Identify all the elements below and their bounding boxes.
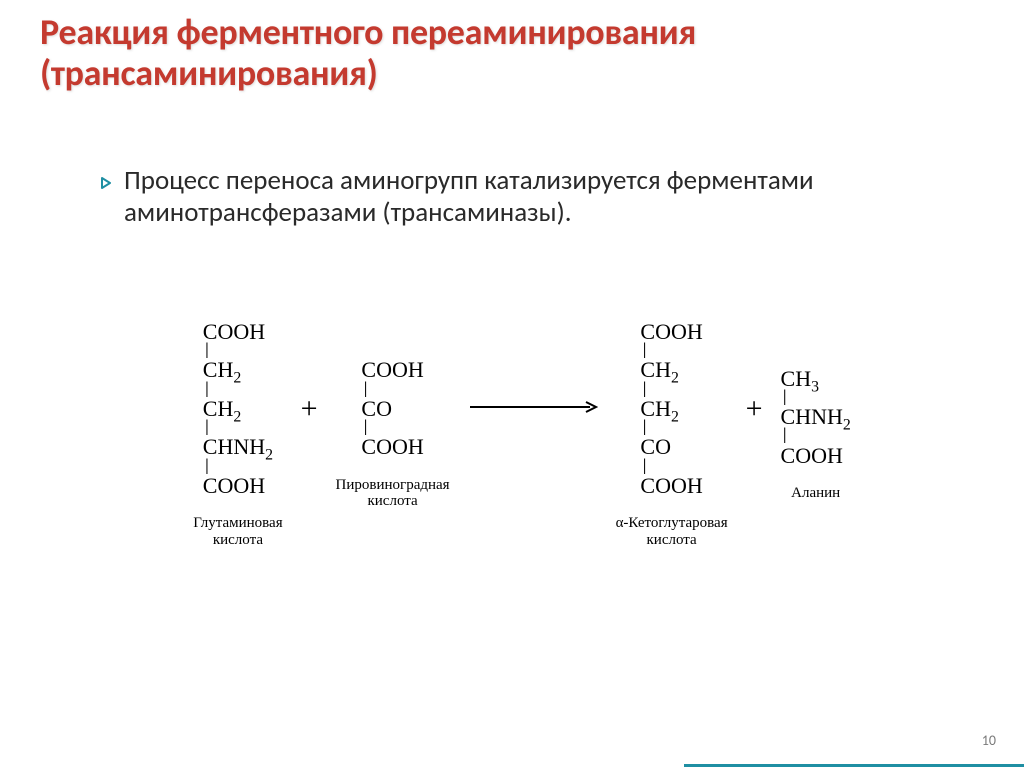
struct-aketoglutaric: COOHǀCH2ǀCH2ǀCOǀCOOH (640, 320, 702, 497)
label-aketoglutaric: α-Кетоглутароваякислота (616, 515, 728, 548)
label-glutamic: Глутаминоваякислота (193, 515, 282, 548)
reaction-arrow-icon (468, 400, 598, 469)
plus-2: + (746, 392, 763, 476)
bullet-row: Процесс переноса аминогрупп катализирует… (100, 165, 934, 230)
bullet-icon (100, 175, 112, 194)
slide-title: Реакция ферментного переаминирования (тр… (40, 12, 984, 95)
struct-pyruvic: COOHǀCOǀCOOH (361, 358, 423, 458)
bullet-text: Процесс переноса аминогрупп катализирует… (124, 165, 934, 230)
molecule-aketoglutaric: COOHǀCH2ǀCH2ǀCOǀCOOH α-Кетоглутароваякис… (616, 320, 728, 548)
struct-glutamic: COOHǀCH2ǀCH2ǀCHNH2ǀCOOH (203, 320, 273, 497)
molecule-alanine: CH3ǀCHNH2ǀCOOH Аланин (781, 367, 851, 502)
page-number: 10 (982, 732, 996, 749)
molecule-glutamic: COOHǀCH2ǀCH2ǀCHNH2ǀCOOH Глутаминоваякисл… (193, 320, 282, 548)
title-line-1: Реакция ферментного переаминирования (40, 12, 984, 53)
label-alanine: Аланин (791, 485, 840, 502)
reaction-diagram: COOHǀCH2ǀCH2ǀCHNH2ǀCOOH Глутаминоваякисл… (60, 320, 984, 548)
struct-alanine: CH3ǀCHNH2ǀCOOH (781, 367, 851, 467)
bullet-block: Процесс переноса аминогрупп катализирует… (100, 165, 934, 230)
molecule-pyruvic: COOHǀCOǀCOOH Пировинограднаякислота (336, 358, 450, 509)
title-line-2: (трансаминирования) (40, 53, 984, 94)
label-pyruvic: Пировинограднаякислота (336, 477, 450, 510)
plus-1: + (301, 392, 318, 476)
slide: Реакция ферментного переаминирования (тр… (0, 0, 1024, 767)
